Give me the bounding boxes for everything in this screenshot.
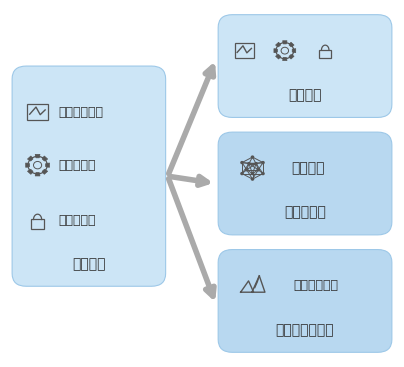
Polygon shape bbox=[42, 169, 48, 174]
Text: 增强基线: 增强基线 bbox=[288, 88, 322, 102]
Polygon shape bbox=[289, 54, 294, 59]
Polygon shape bbox=[283, 57, 287, 61]
Polygon shape bbox=[27, 156, 33, 161]
Polygon shape bbox=[292, 49, 296, 52]
Text: 平台专用化: 平台专用化 bbox=[284, 205, 326, 219]
Circle shape bbox=[255, 163, 257, 165]
Polygon shape bbox=[35, 155, 40, 158]
Polygon shape bbox=[289, 42, 294, 47]
Bar bbox=[235, 43, 254, 58]
Circle shape bbox=[241, 172, 243, 175]
Polygon shape bbox=[27, 169, 33, 174]
Circle shape bbox=[251, 178, 254, 180]
Bar bbox=[320, 50, 331, 58]
Polygon shape bbox=[276, 42, 281, 47]
Circle shape bbox=[262, 172, 264, 175]
Polygon shape bbox=[26, 163, 29, 167]
FancyBboxPatch shape bbox=[218, 132, 392, 235]
Text: 平台操作: 平台操作 bbox=[291, 161, 324, 175]
Circle shape bbox=[251, 172, 254, 175]
Polygon shape bbox=[274, 49, 278, 52]
FancyBboxPatch shape bbox=[218, 250, 392, 352]
Circle shape bbox=[246, 169, 248, 171]
Polygon shape bbox=[35, 172, 40, 176]
Circle shape bbox=[241, 161, 243, 164]
Polygon shape bbox=[283, 41, 287, 44]
Text: 工作负载专用化: 工作负载专用化 bbox=[276, 323, 335, 337]
Circle shape bbox=[257, 169, 259, 171]
FancyBboxPatch shape bbox=[218, 15, 392, 117]
Bar bbox=[27, 104, 48, 120]
Text: 运营合规性: 运营合规性 bbox=[59, 159, 96, 172]
Bar bbox=[31, 219, 44, 229]
Circle shape bbox=[251, 156, 254, 158]
Text: 保护和恢复: 保护和恢复 bbox=[59, 214, 96, 227]
Polygon shape bbox=[42, 156, 48, 161]
Text: 管理基线: 管理基线 bbox=[72, 257, 105, 271]
Circle shape bbox=[248, 163, 250, 165]
Polygon shape bbox=[276, 54, 281, 59]
Circle shape bbox=[262, 161, 264, 164]
Text: 工作负载操作: 工作负载操作 bbox=[293, 279, 338, 292]
Text: 清单和可见性: 清单和可见性 bbox=[59, 106, 103, 119]
Polygon shape bbox=[46, 163, 49, 167]
FancyBboxPatch shape bbox=[12, 66, 166, 286]
